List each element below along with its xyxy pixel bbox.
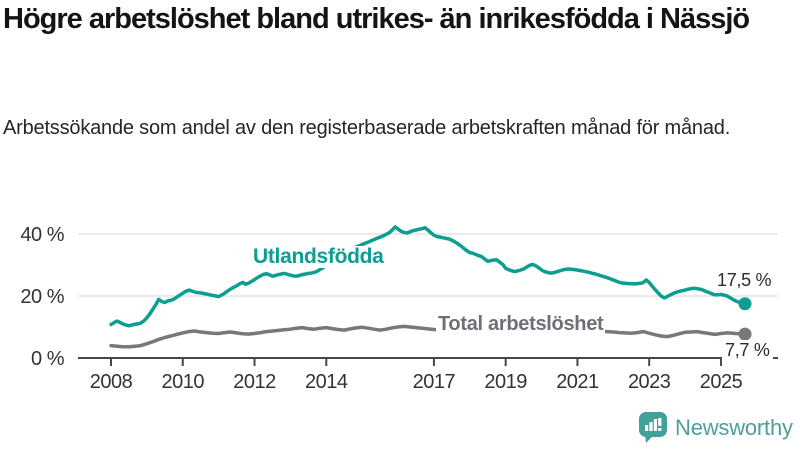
end-dot-total <box>738 327 752 341</box>
x-tick-label: 2021 <box>556 371 599 393</box>
series-label-total-arbetsloshet: Total arbetslöshet <box>436 313 606 335</box>
x-tick-label: 2012 <box>233 371 276 393</box>
newsworthy-bar-chart-speech-bubble-icon <box>639 412 667 443</box>
page-subtitle: Arbetssökande som andel av den registerb… <box>3 117 731 139</box>
y-tick-label: 0 % <box>31 348 65 370</box>
page-title: Högre arbetslöshet bland utrikes- än inr… <box>3 3 750 35</box>
x-tick-label: 2014 <box>305 371 348 393</box>
x-tick-label: 2017 <box>413 371 456 393</box>
end-value-label-total: 7,7 % <box>722 340 773 360</box>
end-dot-utlandsfodda <box>738 297 752 311</box>
newsworthy-brand-name: Newsworthy <box>675 414 793 440</box>
y-tick-label: 40 % <box>20 224 64 246</box>
end-value-label-utlandsfodda: 17,5 % <box>717 270 772 290</box>
x-tick-label: 2008 <box>90 371 133 393</box>
data-line-total <box>109 323 747 349</box>
series-label-utlandsfodda: Utlandsfödda <box>251 245 386 268</box>
x-tick-label: 2023 <box>628 371 671 393</box>
y-tick-label: 20 % <box>20 286 64 308</box>
x-tick-label: 2025 <box>700 371 743 393</box>
newsworthy-logo: Newsworthy <box>638 411 793 444</box>
x-tick-label: 2010 <box>162 371 205 393</box>
data-line-utlandsfodda <box>109 225 747 328</box>
x-tick-label: 2019 <box>484 371 527 393</box>
